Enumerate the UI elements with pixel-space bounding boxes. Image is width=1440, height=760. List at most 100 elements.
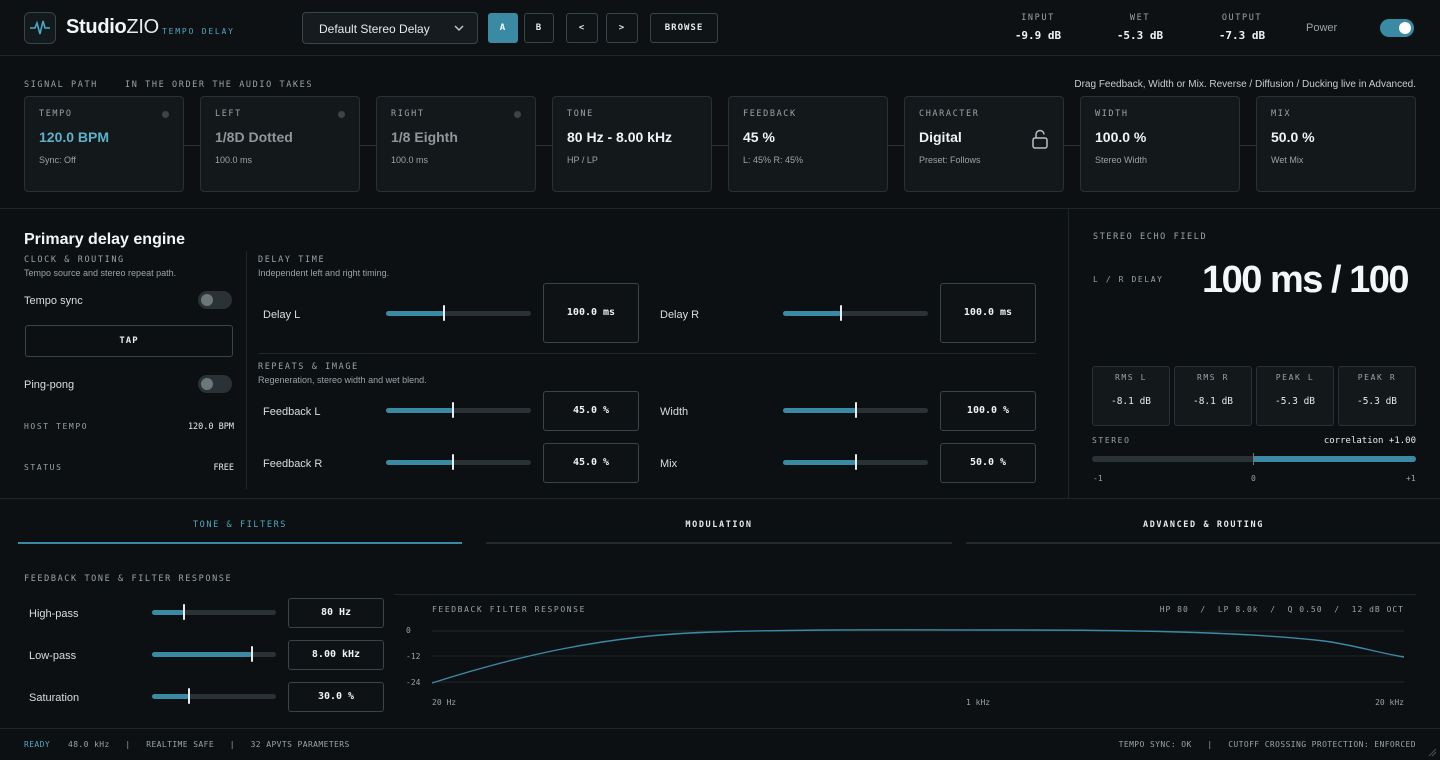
graph-params: HP 80 / LP 8.0k / Q 0.50 / 12 dB OCT [1159, 605, 1404, 614]
connector [1240, 145, 1256, 146]
width-card[interactable]: WIDTH 100.0 % Stereo Width [1080, 96, 1240, 192]
delay-r-slider[interactable] [783, 305, 928, 321]
delay-l-slider[interactable] [386, 305, 531, 321]
peak-l-value: -5.3 dB [1274, 396, 1316, 407]
high-pass-slider[interactable] [152, 604, 276, 620]
peak-r-value: -5.3 dB [1356, 396, 1398, 407]
mix-card[interactable]: MIX 50.0 % Wet Mix [1256, 96, 1416, 192]
saturation-value[interactable]: 30.0 % [288, 682, 384, 712]
preset-a-button[interactable]: A [488, 13, 518, 43]
tempo-card[interactable]: TEMPO 120.0 BPM Sync: Off [24, 96, 184, 192]
width-label: Width [660, 406, 689, 418]
width-card-value: 100.0 % [1095, 129, 1147, 145]
output-meter-value: -7.3 dB [1218, 29, 1266, 42]
delay-r-thumb[interactable] [840, 305, 842, 321]
right-card[interactable]: RIGHT 1/8 Eighth 100.0 ms [376, 96, 536, 192]
tap-tempo-button[interactable]: TAP [25, 325, 233, 357]
low-pass-thumb[interactable] [251, 646, 253, 662]
width-value[interactable]: 100.0 % [940, 391, 1036, 431]
tab-advanced-routing-label: ADVANCED & ROUTING [1143, 520, 1264, 530]
feedback-r-value[interactable]: 45.0 % [543, 443, 639, 483]
high-pass-thumb[interactable] [183, 604, 185, 620]
tab-underline [486, 542, 952, 544]
high-pass-value[interactable]: 80 Hz [288, 598, 384, 628]
tempo-sync-toggle[interactable] [198, 291, 232, 309]
correlation-meter [1092, 453, 1416, 465]
delay-l-value[interactable]: 100.0 ms [543, 283, 639, 343]
tempo-sync-label: Tempo sync [24, 295, 83, 307]
preset-prev-button[interactable]: < [566, 13, 598, 43]
delay-time-title: DELAY TIME [258, 255, 326, 265]
wet-meter: WET -5.3 dB [1110, 13, 1170, 42]
left-card-value: 1/8D Dotted [215, 129, 293, 145]
width-card-label: WIDTH [1095, 109, 1129, 119]
character-card-sub: Preset: Follows [919, 155, 981, 165]
graph-title: FEEDBACK FILTER RESPONSE [432, 605, 586, 614]
feedback-l-label: Feedback L [263, 406, 321, 418]
preset-next-button[interactable]: > [606, 13, 638, 43]
preset-name: Default Stereo Delay [319, 22, 430, 36]
power-toggle[interactable] [1380, 19, 1414, 37]
preset-select[interactable]: Default Stereo Delay [302, 12, 478, 44]
width-thumb[interactable] [855, 402, 857, 418]
input-meter-label: INPUT [1021, 13, 1055, 23]
mix-thumb[interactable] [855, 454, 857, 470]
preset-b-button[interactable]: B [524, 13, 554, 43]
clock-routing-title: CLOCK & ROUTING [24, 255, 125, 265]
signal-path-title: SIGNAL PATH [24, 80, 98, 90]
low-pass-slider[interactable] [152, 646, 276, 662]
stereo-echo-field-panel: STEREO ECHO FIELD L / R DELAY 100 ms / 1… [1068, 209, 1440, 499]
tab-modulation[interactable]: MODULATION [685, 520, 753, 530]
mix-value[interactable]: 50.0 % [940, 443, 1036, 483]
high-pass-label: High-pass [29, 608, 79, 620]
feedback-card-value: 45 % [743, 129, 775, 145]
tone-card[interactable]: TONE 80 Hz - 8.00 kHz HP / LP [552, 96, 712, 192]
resize-grip-icon[interactable] [1427, 747, 1437, 757]
feedback-l-slider[interactable] [386, 402, 531, 418]
rms-l-meter: RMS L -8.1 dB [1092, 366, 1170, 426]
browse-button[interactable]: BROWSE [650, 13, 718, 43]
filter-section-title: FEEDBACK TONE & FILTER RESPONSE [24, 574, 233, 584]
tab-underline-active [18, 542, 462, 544]
feedback-l-value[interactable]: 45.0 % [543, 391, 639, 431]
tempo-card-label: TEMPO [39, 109, 73, 119]
delay-l-thumb[interactable] [443, 305, 445, 321]
unlock-icon[interactable] [1031, 129, 1049, 149]
character-card-label: CHARACTER [919, 109, 980, 119]
character-card[interactable]: CHARACTER Digital Preset: Follows [904, 96, 1064, 192]
peak-l-label: PEAK L [1275, 373, 1315, 382]
saturation-slider[interactable] [152, 688, 276, 704]
mix-slider[interactable] [783, 454, 928, 470]
status-value: FREE [213, 463, 234, 473]
feedback-l-thumb[interactable] [452, 402, 454, 418]
left-card-sub: 100.0 ms [215, 155, 253, 165]
rms-r-value: -8.1 dB [1192, 396, 1234, 407]
engine-title: Primary delay engine [24, 231, 185, 248]
footer-right-info: TEMPO SYNC: OK | CUTOFF CROSSING PROTECT… [1118, 740, 1416, 749]
feedback-r-thumb[interactable] [452, 454, 454, 470]
delay-r-value[interactable]: 100.0 ms [940, 283, 1036, 343]
low-pass-value[interactable]: 8.00 kHz [288, 640, 384, 670]
connector [360, 145, 376, 146]
peak-r-label: PEAK R [1357, 373, 1397, 382]
ping-pong-toggle[interactable] [198, 375, 232, 393]
saturation-thumb[interactable] [188, 688, 190, 704]
feedback-card[interactable]: FEEDBACK 45 % L: 45% R: 45% [728, 96, 888, 192]
character-card-value: Digital [919, 129, 962, 145]
tab-tone-filters[interactable]: TONE & FILTERS [192, 520, 288, 530]
rms-l-value: -8.1 dB [1110, 396, 1152, 407]
width-card-sub: Stereo Width [1095, 155, 1148, 165]
connector [712, 145, 728, 146]
left-card[interactable]: LEFT 1/8D Dotted 100.0 ms [200, 96, 360, 192]
mix-fill [783, 460, 856, 465]
saturation-fill [152, 694, 189, 699]
connector [1064, 145, 1080, 146]
width-slider[interactable] [783, 402, 928, 418]
clock-routing-subtitle: Tempo source and stereo repeat path. [24, 268, 177, 278]
peak-r-meter: PEAK R -5.3 dB [1338, 366, 1416, 426]
feedback-r-slider[interactable] [386, 454, 531, 470]
right-indicator [514, 111, 521, 118]
connector [536, 145, 552, 146]
saturation-label: Saturation [29, 692, 80, 704]
tempo-sync-indicator [162, 111, 169, 118]
